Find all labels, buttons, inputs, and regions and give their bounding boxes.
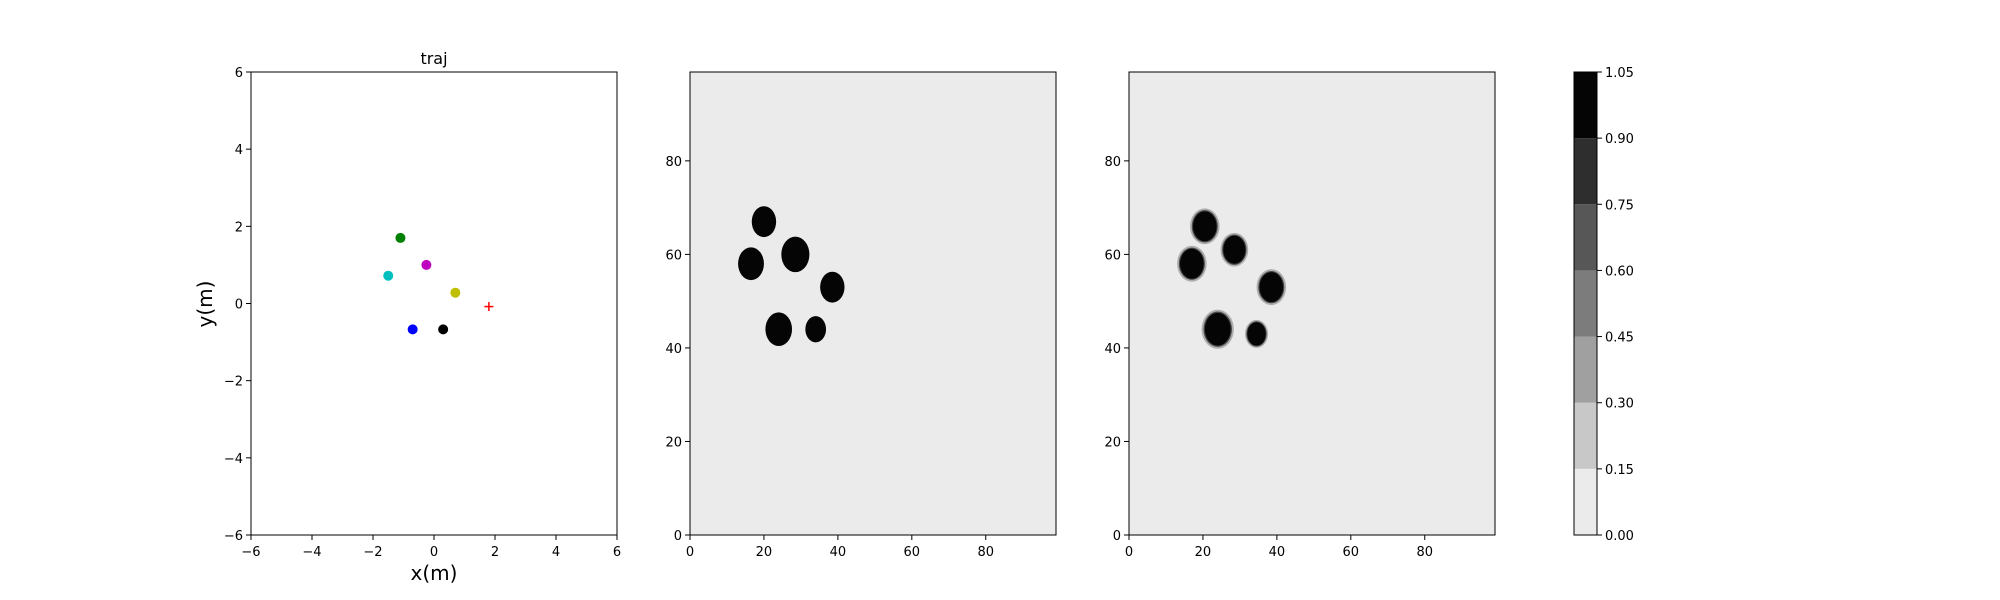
colorbar-tick-label: 0.90	[1605, 132, 1634, 147]
heatmap-2-x-ticks: 0 20 40 60 80	[1125, 535, 1433, 560]
x-tick-label: 80	[1416, 545, 1433, 560]
occupancy-blob	[1177, 245, 1207, 282]
y-tick-label: 60	[1104, 248, 1121, 263]
colorbar: 0.00 0.15 0.30 0.45 0.60 0.75 0.90 1.05	[1573, 66, 1634, 544]
colorbar-band	[1574, 468, 1597, 535]
colorbar-band	[1574, 336, 1597, 403]
colorbar-band	[1574, 402, 1597, 469]
x-tick-label: −4	[302, 545, 321, 560]
heatmap-2-y-ticks: 0 20 40 60 80	[1104, 155, 1129, 544]
scatter-point	[450, 287, 461, 298]
y-tick-label: −4	[224, 452, 243, 467]
y-tick-label: 0	[1113, 529, 1121, 544]
y-tick-label: −2	[224, 375, 243, 390]
x-tick-label: 20	[756, 545, 773, 560]
x-tick-label: 6	[613, 545, 621, 560]
x-tick-label: 40	[830, 545, 847, 560]
x-tick-label: −2	[363, 545, 382, 560]
traj-ylabel: y(m)	[193, 281, 217, 328]
y-tick-label: −6	[224, 529, 243, 544]
heatmap-1-background	[690, 72, 1056, 535]
x-tick-label: 60	[1343, 545, 1360, 560]
colorbar-tick-label: 0.15	[1605, 463, 1634, 478]
heatmap-1: 0 20 40 60 80 0 20 40 60 80	[665, 71, 1057, 560]
occupancy-blob	[1244, 319, 1269, 348]
scatter-point	[407, 324, 418, 335]
x-tick-label: 0	[430, 545, 438, 560]
colorbar-band	[1574, 204, 1597, 271]
x-tick-label: 2	[491, 545, 499, 560]
heatmap-1-x-ticks: 0 20 40 60 80	[686, 535, 994, 560]
x-tick-label: 40	[1269, 545, 1286, 560]
x-tick-label: 60	[904, 545, 921, 560]
colorbar-band	[1574, 138, 1597, 205]
x-tick-label: 20	[1195, 545, 1212, 560]
colorbar-tick-label: 0.00	[1605, 529, 1634, 544]
colorbar-bands	[1574, 72, 1597, 535]
scatter-point	[383, 270, 394, 281]
colorbar-tick-label: 0.60	[1605, 264, 1634, 279]
scatter-point	[421, 259, 432, 270]
traj-points	[383, 232, 494, 335]
y-tick-label: 0	[235, 298, 243, 313]
colorbar-band	[1574, 72, 1597, 139]
y-tick-label: 4	[235, 143, 243, 158]
occupancy-blob	[738, 247, 764, 281]
traj-xlabel: x(m)	[411, 561, 458, 585]
heatmap-2-blobs	[1177, 208, 1287, 349]
heatmap-2-background	[1129, 72, 1495, 535]
y-tick-label: 2	[235, 220, 243, 235]
colorbar-tick-label: 0.30	[1605, 397, 1634, 412]
y-tick-label: 6	[235, 66, 243, 81]
heatmap-2-frame	[1128, 71, 1496, 536]
occupancy-blob	[1220, 232, 1249, 267]
y-tick-label: 20	[665, 435, 682, 450]
heatmap-1-frame	[689, 71, 1057, 536]
scatter-point	[438, 324, 449, 335]
occupancy-blob	[751, 206, 777, 238]
colorbar-band	[1574, 270, 1597, 337]
y-tick-label: 60	[665, 248, 682, 263]
occupancy-blob	[1256, 269, 1287, 306]
x-tick-label: 0	[686, 545, 694, 560]
traj-axes-frame	[250, 71, 618, 536]
y-tick-label: 20	[1104, 435, 1121, 450]
colorbar-tick-label: 0.45	[1605, 331, 1634, 346]
occupancy-blob	[781, 236, 810, 273]
traj-x-ticks: −6 −4 −2 0 2 4 6	[241, 535, 621, 560]
occupancy-blob	[1190, 208, 1220, 245]
colorbar-tick-label: 0.75	[1605, 198, 1634, 213]
occupancy-blob	[1201, 309, 1234, 349]
heatmap-1-y-ticks: 0 20 40 60 80	[665, 155, 690, 544]
colorbar-tick-label: 1.05	[1605, 66, 1634, 81]
y-tick-label: 40	[1104, 342, 1121, 357]
y-tick-label: 0	[674, 529, 682, 544]
traj-plot: traj x(m) y(m) −6 −4 −2 0 2 4 6 −6 −4 −2 0 2 4 6	[193, 49, 621, 585]
y-tick-label: 80	[665, 155, 682, 170]
y-tick-label: 40	[665, 342, 682, 357]
x-tick-label: 80	[977, 545, 994, 560]
traj-title: traj	[420, 49, 447, 68]
x-tick-label: 0	[1125, 545, 1133, 560]
target-plus-marker	[484, 302, 494, 312]
x-tick-label: −6	[241, 545, 260, 560]
traj-y-ticks: −6 −4 −2 0 2 4 6	[224, 66, 251, 544]
y-tick-label: 80	[1104, 155, 1121, 170]
colorbar-ticks: 0.00 0.15 0.30 0.45 0.60 0.75 0.90 1.05	[1597, 66, 1634, 544]
x-tick-label: 4	[552, 545, 560, 560]
heatmap-2: 0 20 40 60 80 0 20 40 60 80	[1104, 71, 1496, 560]
occupancy-blob	[765, 312, 793, 347]
occupancy-blob	[820, 271, 845, 303]
scatter-point	[395, 232, 406, 243]
occupancy-blob	[805, 316, 827, 343]
heatmap-1-blobs	[738, 206, 845, 347]
colorbar-frame	[1573, 71, 1598, 536]
